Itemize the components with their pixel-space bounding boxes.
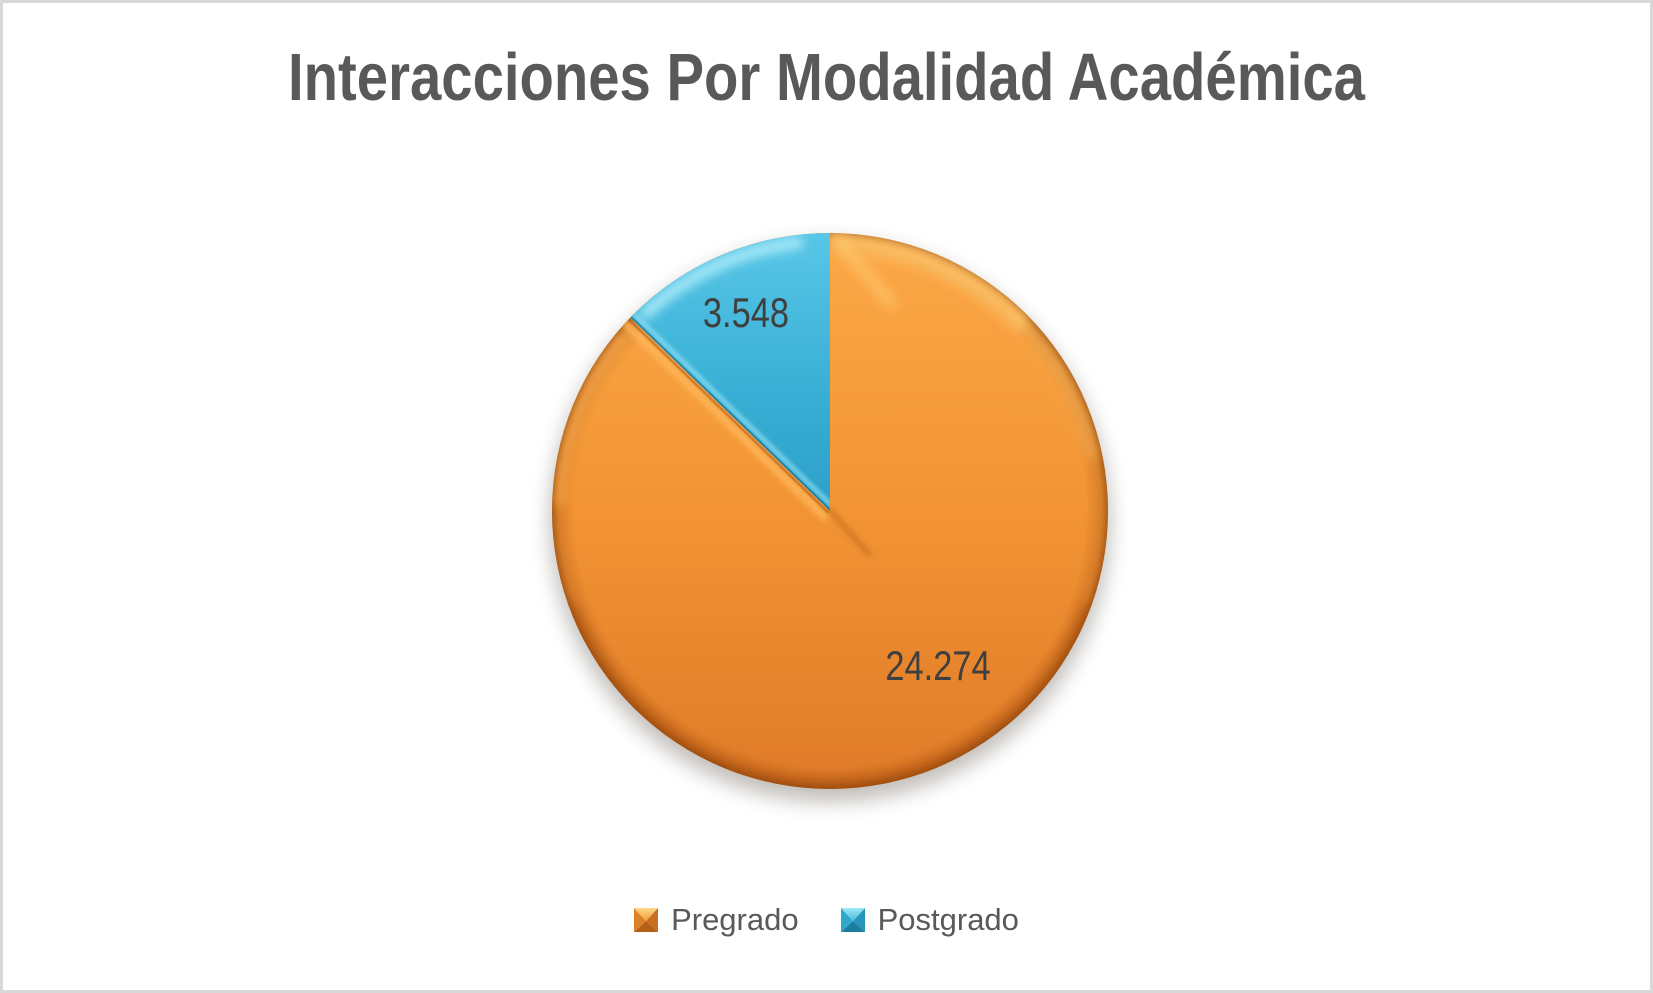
pie-chart [550, 233, 1110, 802]
postgrado-bevel-highlights [630, 235, 830, 511]
data-label-pregrado: 24.274 [885, 642, 991, 689]
legend-label-pregrado: Pregrado [671, 902, 799, 937]
postgrado-swatch-icon [840, 907, 865, 932]
legend-label-postgrado: Postgrado [877, 902, 1019, 937]
seam-orange-highlight [621, 319, 828, 521]
seam-dark-line [627, 318, 830, 514]
pregrado-bevel-highlights [555, 233, 1098, 789]
seam-blue-highlight [632, 312, 830, 509]
data-label-postgrado: 3.548 [702, 289, 790, 336]
legend-item-pregrado[interactable]: Pregrado [634, 904, 799, 935]
legend: Pregrado Postgrado [3, 904, 1650, 935]
legend-item-postgrado[interactable]: Postgrado [840, 902, 1019, 937]
chart-title: Interacciones Por Modalidad Académica [288, 40, 1365, 115]
pregrado-swatch-icon [634, 907, 659, 932]
seam-edge-line [630, 316, 830, 511]
postgrado-slice[interactable] [630, 233, 833, 511]
